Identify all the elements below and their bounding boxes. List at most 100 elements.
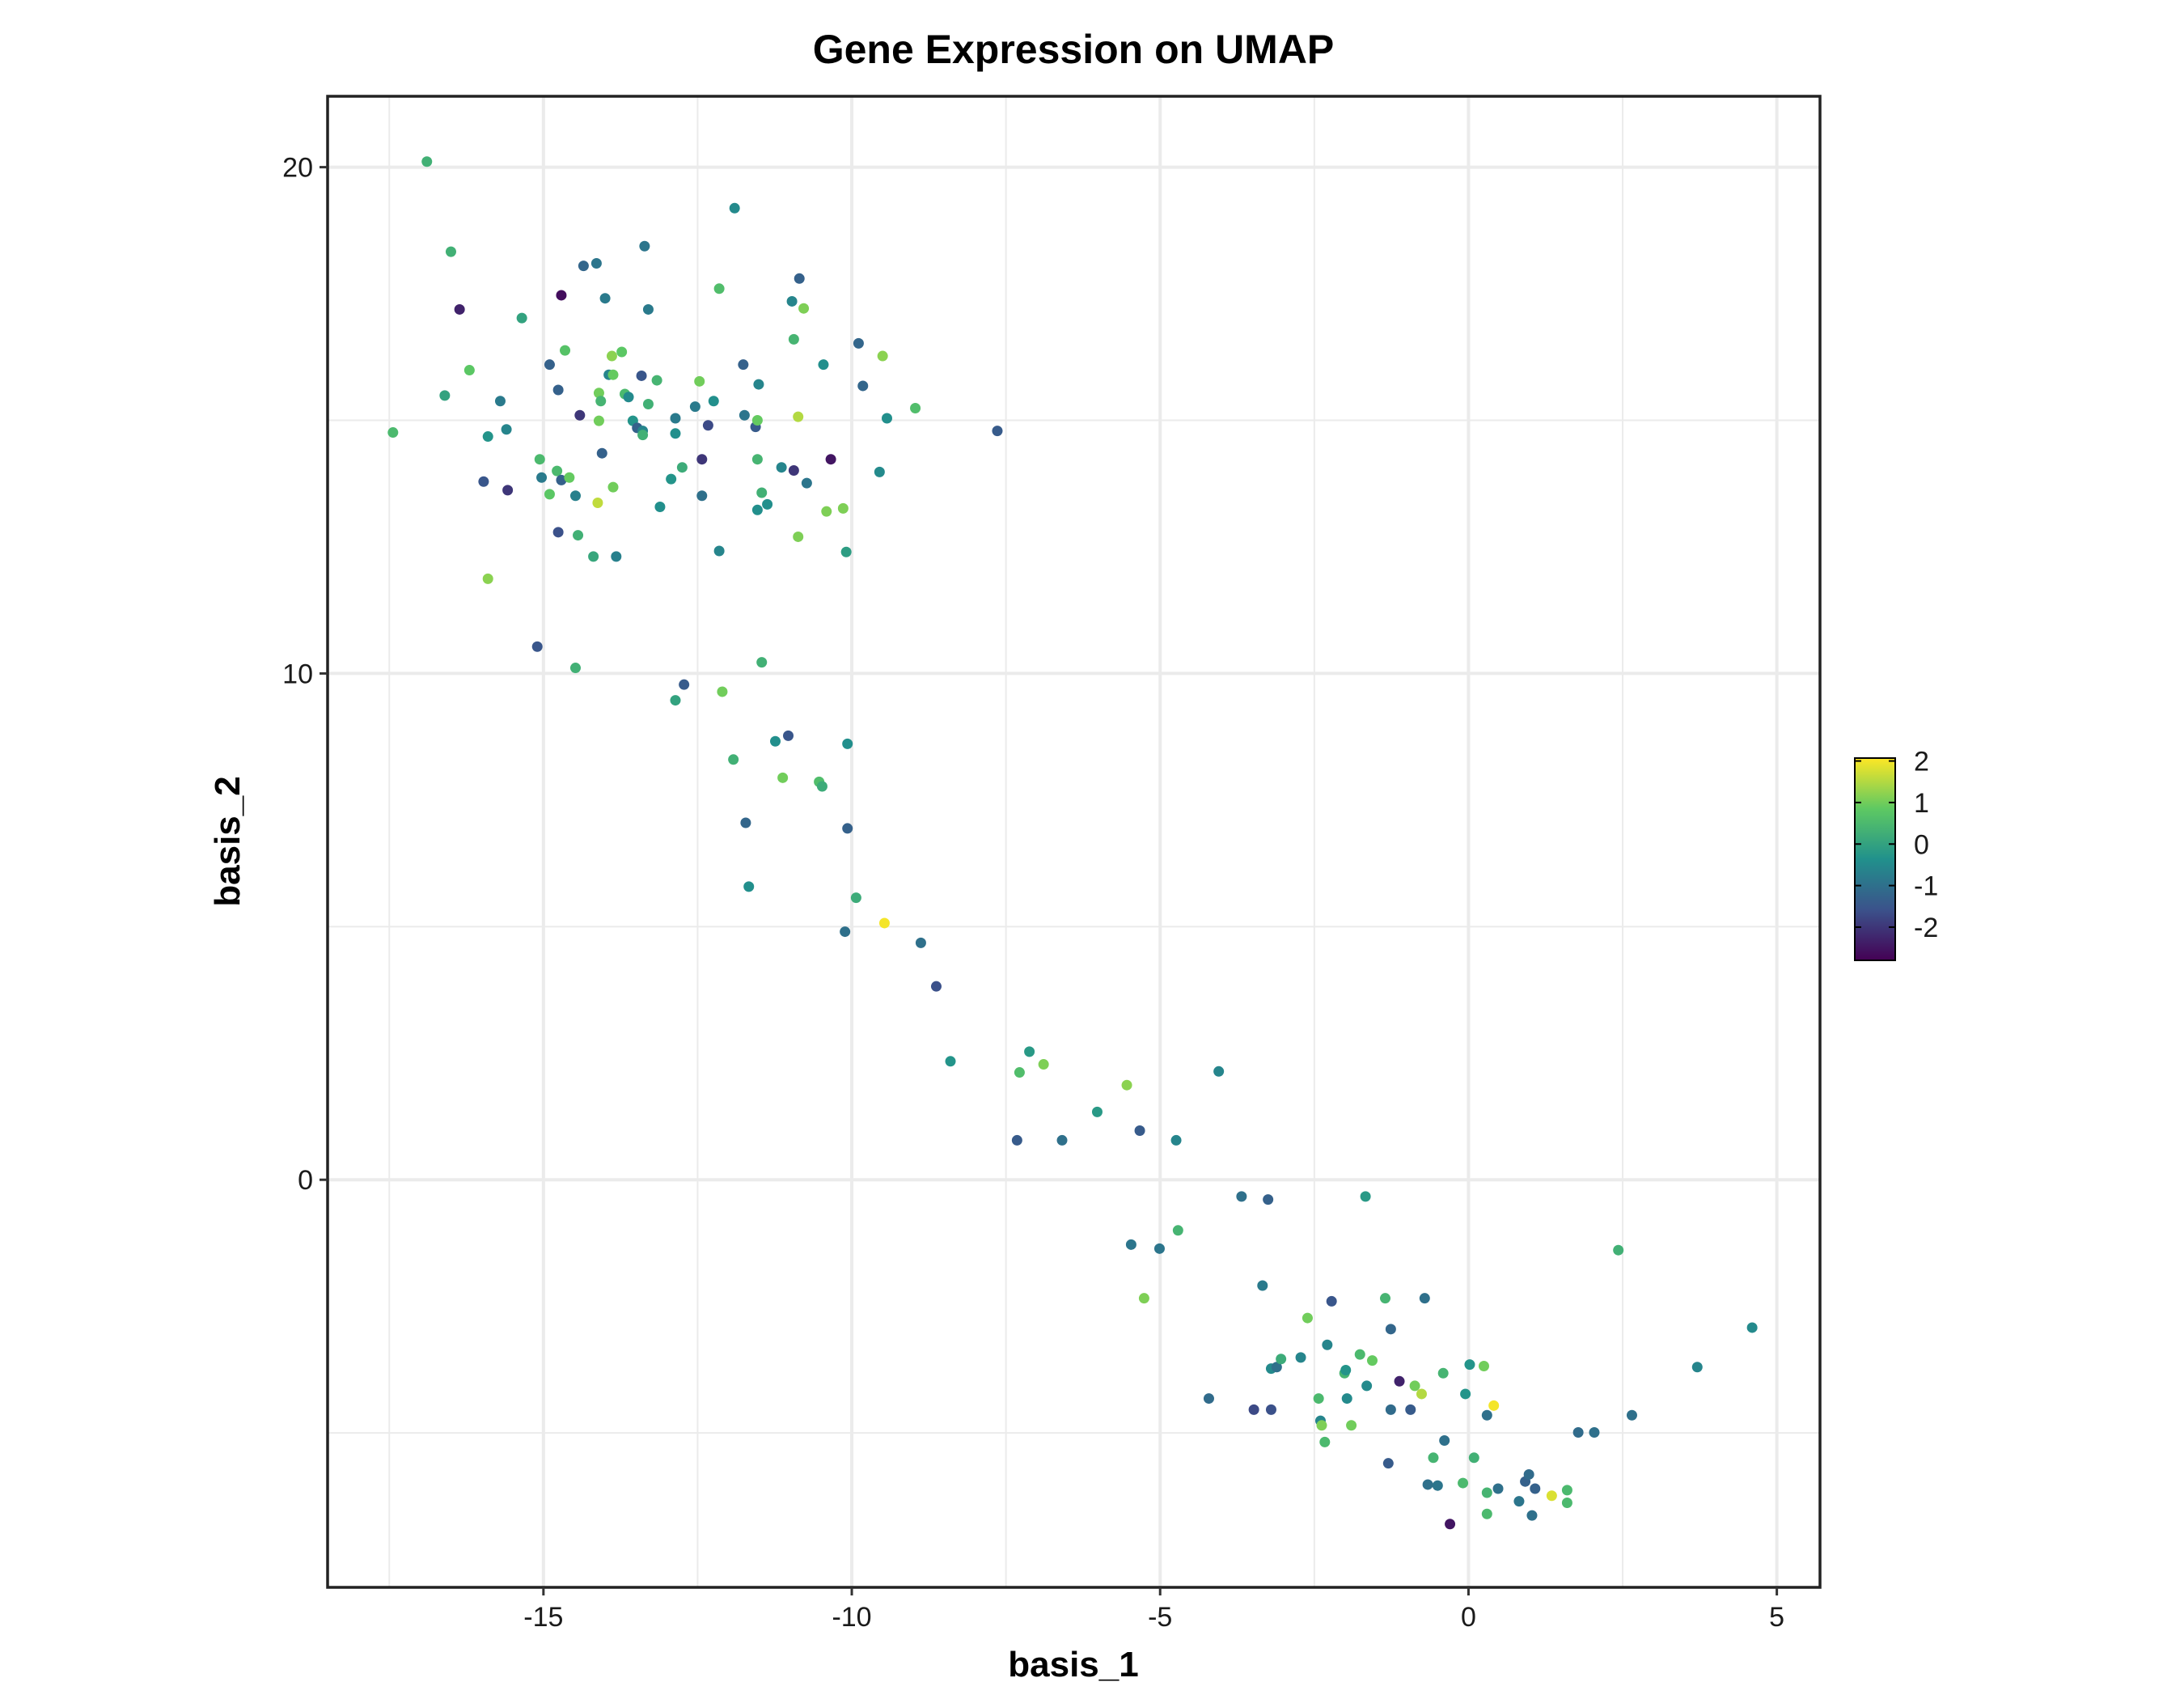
x-tick-label: 5 (1769, 1602, 1784, 1633)
data-point (482, 431, 493, 443)
data-point (1263, 1194, 1274, 1205)
data-point (840, 546, 852, 557)
data-point (1265, 1404, 1276, 1415)
data-point (534, 454, 545, 465)
data-point (1481, 1487, 1492, 1498)
data-point (751, 504, 763, 515)
data-point (910, 402, 921, 413)
data-point (1523, 1468, 1534, 1480)
data-point (1481, 1508, 1492, 1519)
data-point (1340, 1365, 1352, 1376)
data-point (501, 424, 512, 435)
data-point (421, 156, 433, 167)
data-point (1405, 1404, 1416, 1415)
colorbar-tick-label: -1 (1914, 871, 1938, 902)
data-point (544, 489, 555, 500)
data-points (387, 156, 1758, 1530)
data-point (1170, 1134, 1182, 1146)
data-point (1492, 1483, 1504, 1494)
data-point (762, 498, 773, 510)
data-point (592, 498, 603, 509)
data-point (1428, 1452, 1439, 1464)
data-point (945, 1056, 956, 1067)
data-point (454, 303, 465, 315)
data-point (1319, 1436, 1331, 1447)
y-tick-label: 20 (282, 153, 313, 184)
data-point (878, 917, 890, 929)
data-point (552, 527, 564, 538)
data-point (1380, 1293, 1391, 1304)
data-point (1422, 1479, 1433, 1490)
data-point (569, 490, 581, 502)
data-point (1313, 1393, 1324, 1405)
data-point (623, 392, 634, 403)
data-point (1213, 1066, 1225, 1077)
data-point (1248, 1404, 1259, 1415)
data-point (544, 359, 555, 371)
data-point (1014, 1067, 1025, 1078)
data-point (1546, 1490, 1557, 1502)
data-point (1172, 1225, 1183, 1236)
data-point (1276, 1354, 1287, 1365)
data-point (776, 462, 787, 473)
data-point (1572, 1427, 1584, 1438)
data-point (1024, 1046, 1035, 1057)
data-point (1394, 1375, 1405, 1387)
data-point (445, 246, 456, 257)
data-point (1091, 1106, 1103, 1117)
x-tick-label: -10 (832, 1602, 871, 1633)
data-point (478, 476, 489, 487)
x-tick-label: -15 (523, 1602, 563, 1633)
data-point (713, 545, 725, 557)
y-tick-label: 10 (282, 659, 313, 689)
data-point (1257, 1280, 1268, 1291)
data-point (552, 384, 564, 396)
data-point (842, 823, 853, 834)
data-point (753, 379, 764, 390)
data-point (536, 472, 548, 483)
data-point (607, 369, 619, 380)
data-point (874, 466, 885, 477)
x-tick-label: -5 (1148, 1602, 1172, 1633)
data-point (788, 333, 799, 345)
data-point (1439, 1435, 1450, 1447)
colorbar-tick-label: 2 (1914, 747, 1929, 777)
data-point (694, 375, 705, 387)
data-point (1153, 1243, 1165, 1254)
data-point (637, 430, 649, 441)
data-point (1460, 1388, 1471, 1400)
data-point (1382, 1458, 1394, 1469)
colorbar-tick-label: 1 (1914, 788, 1929, 819)
data-point (788, 464, 799, 476)
data-point (560, 345, 571, 356)
data-point (717, 686, 728, 697)
data-point (552, 465, 563, 477)
data-point (850, 892, 861, 904)
data-point (751, 415, 763, 426)
data-point (1437, 1367, 1449, 1379)
data-point (1354, 1349, 1365, 1360)
data-point (1341, 1393, 1352, 1405)
colorbar-legend: 2 1 0 -1 -2 (1854, 747, 1938, 961)
data-point (1416, 1388, 1427, 1400)
data-point (853, 337, 864, 349)
data-point (816, 781, 827, 792)
data-point (825, 454, 836, 465)
data-point (881, 413, 892, 424)
data-point (1385, 1404, 1396, 1415)
data-point (670, 695, 681, 706)
data-point (696, 454, 708, 465)
data-point (593, 415, 604, 426)
data-point (616, 346, 628, 358)
data-point (783, 730, 794, 741)
data-point (818, 359, 829, 371)
colorbar-tick-label: 0 (1914, 829, 1929, 860)
data-point (670, 413, 681, 424)
data-point (593, 388, 604, 399)
data-point (573, 530, 584, 541)
data-point (1361, 1380, 1373, 1392)
data-point (1360, 1191, 1371, 1202)
y-axis-label: basis_2 (208, 776, 248, 906)
data-point (639, 240, 650, 252)
